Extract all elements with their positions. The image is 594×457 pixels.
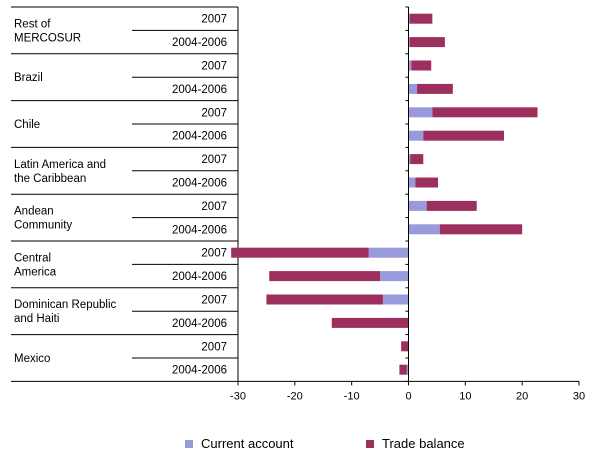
period-label: 2007 (201, 341, 227, 353)
period-label: 2004-2006 (172, 224, 227, 236)
current-account-bar (406, 364, 409, 375)
period-label: 2007 (201, 295, 227, 307)
x-tick-label: -10 (344, 390, 360, 402)
category-table: Rest of MERCOSUR 2007 2004-2006 Brazil 2007 20… (11, 6, 239, 382)
trade-balance-bar (432, 107, 538, 118)
trade-balance-bar (269, 271, 381, 282)
group-label: and Haiti (14, 313, 59, 325)
group-label: Central (14, 252, 51, 264)
period-label: 2004-2006 (172, 178, 227, 190)
group-label: Mexico (14, 353, 50, 365)
group-label: MERCOSUR (14, 32, 81, 44)
current-account-bar (408, 13, 410, 24)
period-label: 2004-2006 (172, 37, 227, 49)
period-label: 2007 (201, 61, 227, 73)
trade-balance-bar (417, 83, 453, 94)
trade-balance-bar (399, 364, 407, 375)
group-label: Chile (14, 119, 40, 131)
current-account-bar (408, 107, 433, 118)
period-label: 2004-2006 (172, 365, 227, 377)
current-account-bar (382, 294, 409, 305)
trade-balance-bar (410, 154, 424, 165)
current-account-bar (408, 177, 416, 188)
period-label: 2007 (201, 14, 227, 26)
trade-balance-bar (426, 200, 477, 211)
x-tick-label: -30 (230, 390, 246, 402)
period-label: 2004-2006 (172, 84, 227, 96)
period-label: 2007 (201, 201, 227, 213)
current-account-bar (408, 130, 424, 141)
bars (231, 13, 538, 375)
current-account-bar (408, 200, 427, 211)
group-label: Rest of (14, 18, 51, 30)
group-label: the Caribbean (14, 173, 86, 185)
x-tick-label: 0 (405, 390, 411, 402)
trade-balance-bar (411, 60, 432, 71)
trade-balance-bar (409, 13, 433, 24)
group-label: Dominican Republic (14, 299, 117, 311)
period-label: 2007 (201, 107, 227, 119)
legend-swatch (185, 440, 193, 448)
trade-balance-bar (266, 294, 383, 305)
current-account-bar (408, 83, 418, 94)
current-account-bar (408, 224, 440, 235)
period-label: 2007 (201, 154, 227, 166)
x-tick-label: 30 (573, 390, 585, 402)
group-label: Community (14, 220, 72, 232)
period-label: 2004-2006 (172, 318, 227, 330)
trade-balance-bar (409, 37, 445, 48)
trade-balance-bar (331, 317, 409, 328)
current-account-bar (380, 271, 409, 282)
legend-label: Current account (201, 436, 294, 451)
group-label: Brazil (14, 72, 43, 84)
current-account-bar (408, 37, 410, 48)
current-account-bar (408, 60, 412, 71)
x-tick-label: -20 (287, 390, 303, 402)
current-account-bar (368, 247, 409, 258)
x-tick-label: 20 (516, 390, 528, 402)
group-label: America (14, 266, 57, 278)
trade-balance-bar (401, 341, 409, 352)
group-label: Latin America and (14, 159, 106, 171)
trade-balance-bar (423, 130, 504, 141)
trade-balance-bar (231, 247, 369, 258)
trade-balance-bar (439, 224, 523, 235)
legend-label: Trade balance (382, 436, 465, 451)
legend: Current account Trade balance (185, 436, 465, 451)
period-label: 2004-2006 (172, 271, 227, 283)
period-label: 2007 (201, 248, 227, 260)
period-label: 2004-2006 (172, 131, 227, 143)
x-tick-label: 10 (459, 390, 471, 402)
current-account-bar (408, 154, 411, 165)
group-label: Andean (14, 206, 54, 218)
trade-balance-bar (415, 177, 439, 188)
legend-swatch (366, 440, 374, 448)
x-axis: -30 -20 -10 0 10 20 30 (230, 6, 585, 402)
